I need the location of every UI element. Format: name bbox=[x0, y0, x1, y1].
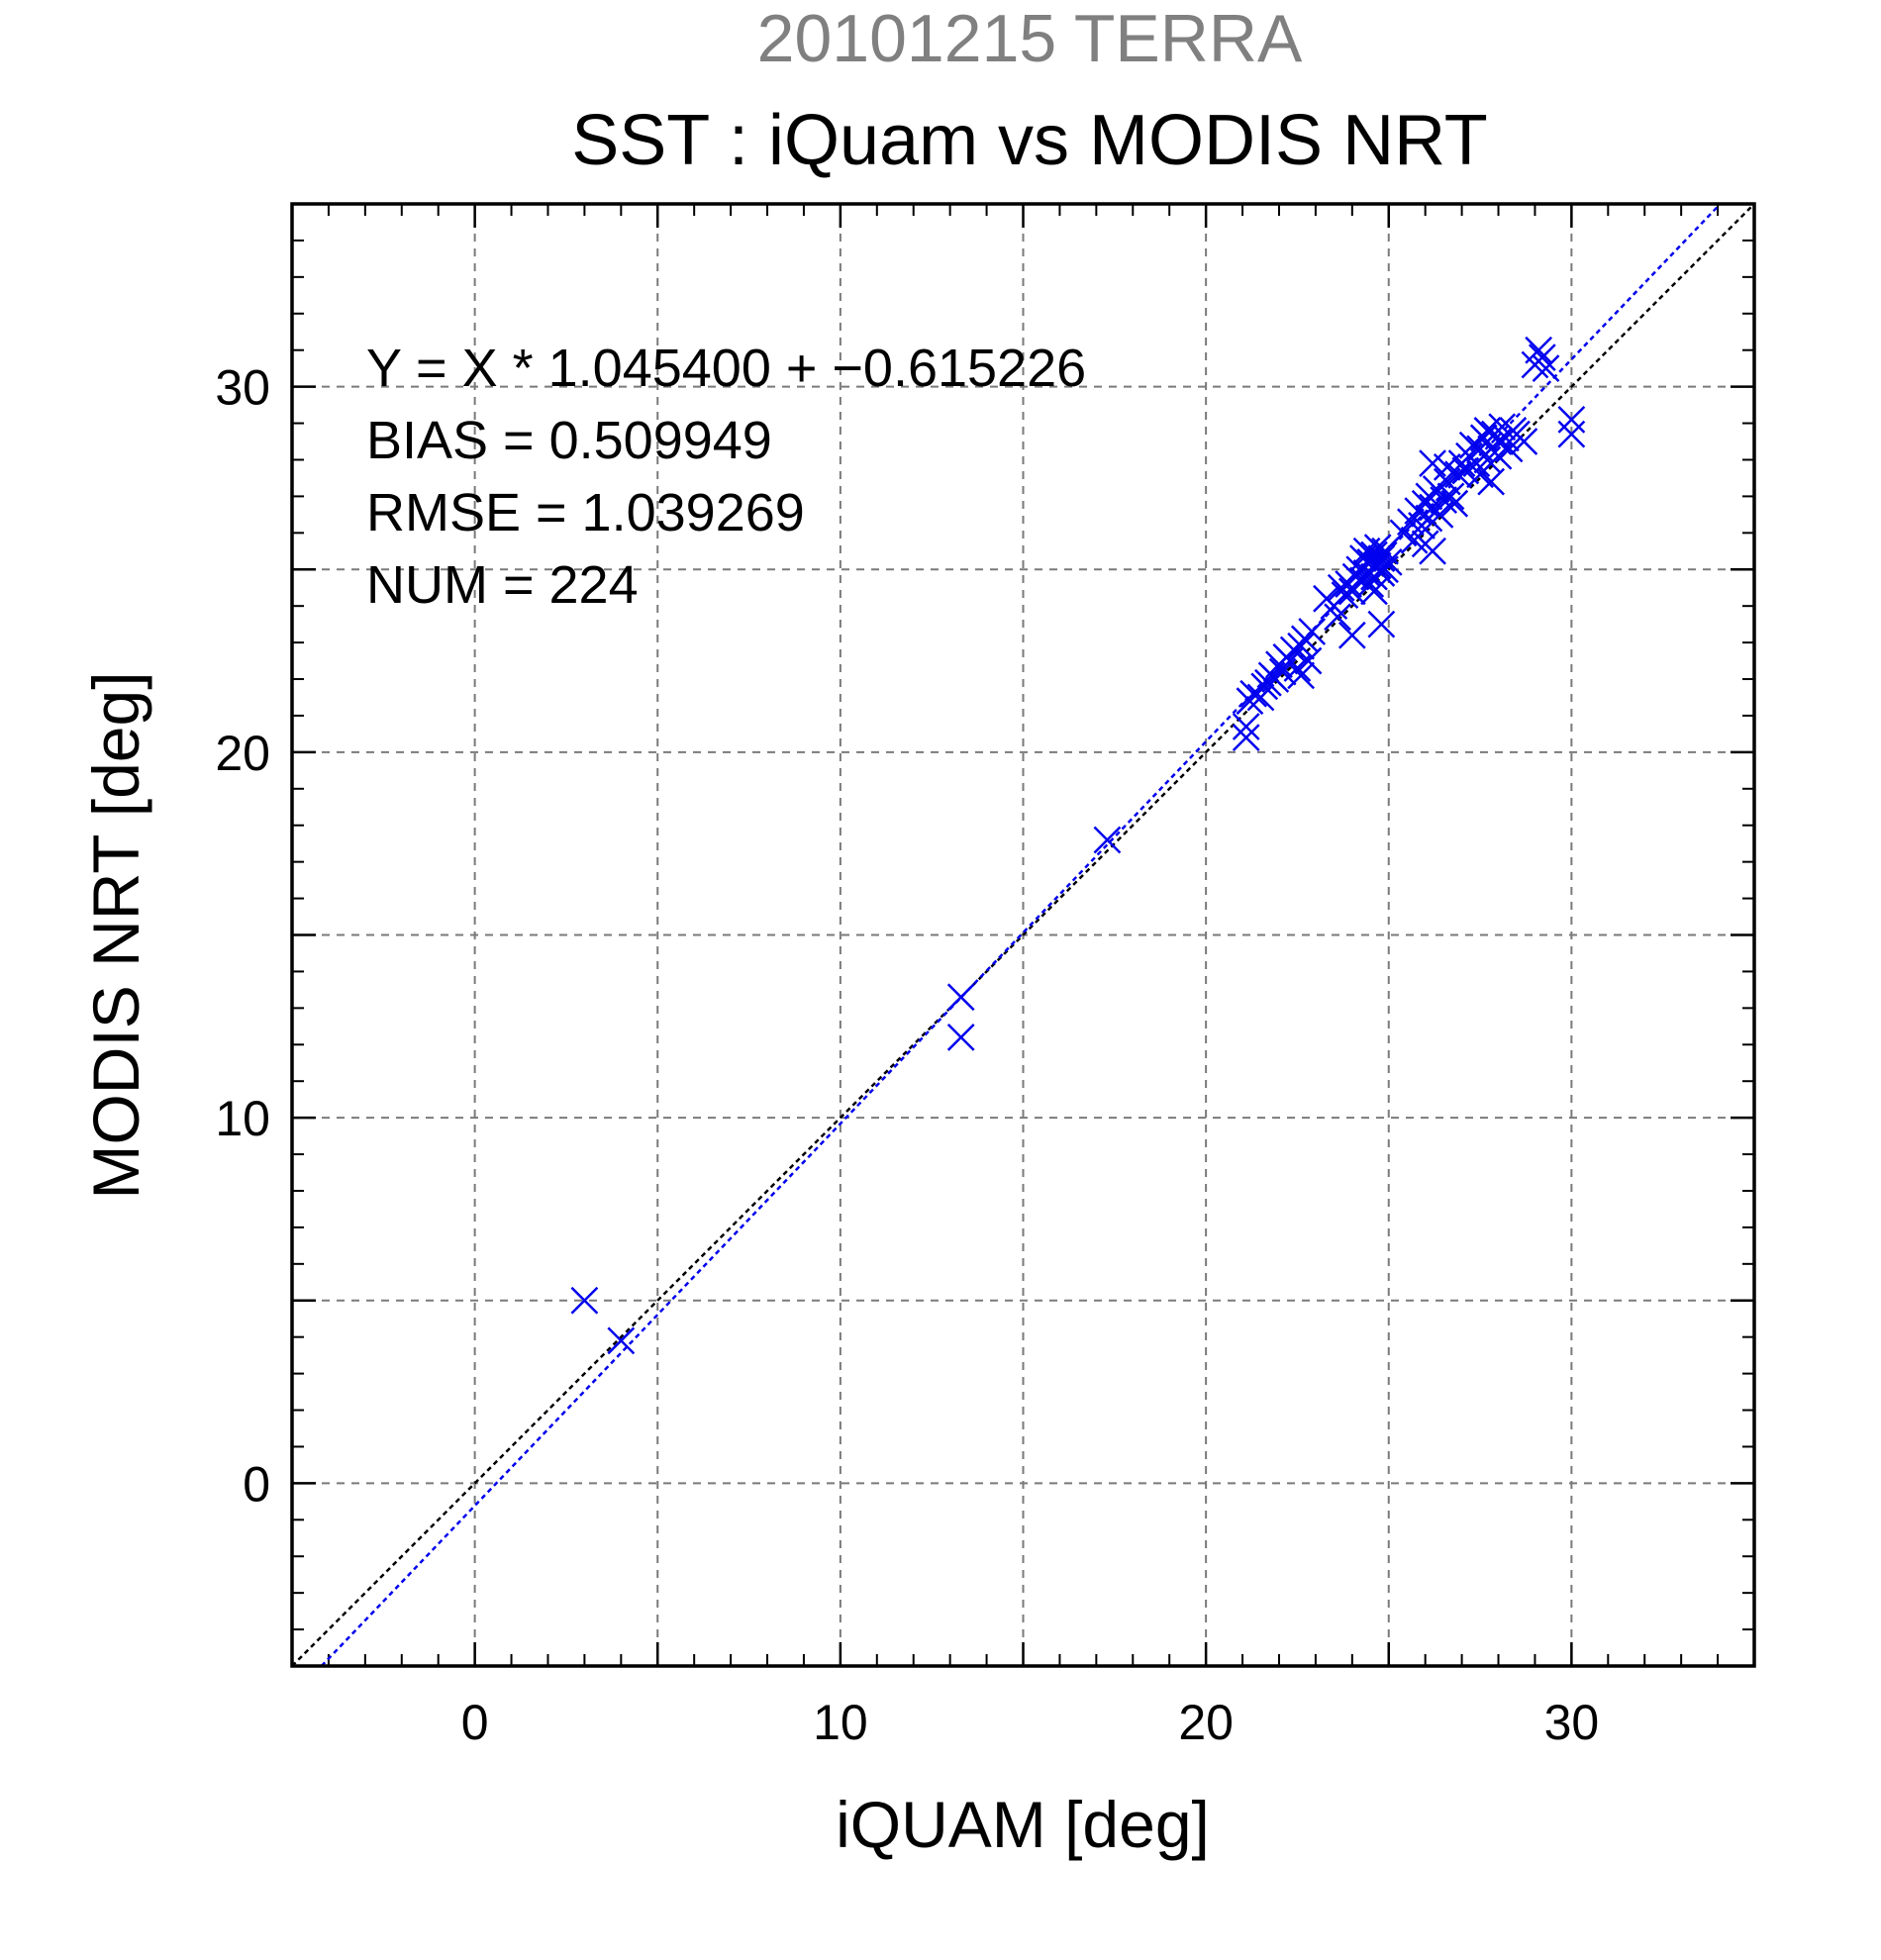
x-axis-label: iQUAM [deg] bbox=[836, 1788, 1210, 1861]
data-point bbox=[1430, 486, 1458, 514]
data-point bbox=[1360, 577, 1388, 606]
x-tick-label: 30 bbox=[1544, 1695, 1600, 1750]
x-tick-label: 10 bbox=[813, 1695, 868, 1750]
data-point bbox=[1367, 544, 1396, 573]
chart-subtitle: 20101215 TERRA bbox=[757, 1, 1303, 76]
grid-lines bbox=[292, 204, 1754, 1666]
bias-value: BIAS = 0.509949 bbox=[366, 411, 772, 470]
data-point bbox=[1488, 413, 1517, 441]
data-point bbox=[1528, 343, 1556, 371]
regression-equation: Y = X * 1.045400 + −0.615226 bbox=[366, 339, 1086, 398]
data-point bbox=[1557, 405, 1586, 434]
data-point bbox=[1557, 420, 1586, 448]
chart-title: SST : iQuam vs MODIS NRT bbox=[571, 101, 1488, 180]
y-tick-label: 30 bbox=[215, 360, 270, 416]
data-point bbox=[570, 1286, 599, 1315]
data-point bbox=[1093, 826, 1122, 854]
data-point bbox=[1367, 610, 1396, 638]
data-point bbox=[1337, 621, 1366, 649]
stats-annotations: Y = X * 1.045400 + −0.615226 BIAS = 0.50… bbox=[366, 339, 1086, 615]
rmse-value: RMSE = 1.039269 bbox=[366, 483, 805, 542]
y-axis-label: MODIS NRT [deg] bbox=[79, 671, 152, 1199]
data-point bbox=[1363, 534, 1392, 561]
data-point bbox=[1510, 428, 1538, 455]
plot-frame bbox=[290, 202, 1756, 1668]
data-point bbox=[1495, 435, 1524, 463]
data-point bbox=[1436, 482, 1465, 511]
y-tick-labels: 0 10 20 30 bbox=[215, 360, 270, 1513]
y-tick-label: 20 bbox=[215, 726, 270, 781]
data-point bbox=[607, 1326, 636, 1355]
data-point bbox=[946, 1024, 975, 1051]
data-point bbox=[1324, 603, 1351, 632]
sample-count: NUM = 224 bbox=[366, 555, 639, 615]
data-point bbox=[1283, 654, 1312, 682]
minor-ticks bbox=[292, 204, 1754, 1666]
data-point bbox=[1287, 661, 1316, 690]
data-point bbox=[1232, 724, 1260, 751]
data-point bbox=[1246, 683, 1275, 712]
data-point bbox=[1298, 618, 1327, 645]
x-tick-label: 20 bbox=[1178, 1695, 1234, 1750]
data-point bbox=[1254, 668, 1282, 697]
data-point bbox=[946, 983, 975, 1012]
y-tick-label: 0 bbox=[243, 1456, 270, 1512]
x-tick-labels: 0 10 20 30 bbox=[461, 1695, 1599, 1750]
major-ticks bbox=[292, 204, 1754, 1666]
data-point bbox=[1374, 547, 1403, 576]
data-point bbox=[1440, 489, 1469, 518]
fit-line bbox=[320, 203, 1722, 1667]
data-point bbox=[1360, 540, 1388, 569]
x-tick-label: 0 bbox=[461, 1695, 489, 1750]
data-point bbox=[1400, 526, 1429, 554]
data-point bbox=[1331, 581, 1359, 609]
data-point bbox=[1415, 504, 1443, 533]
data-point bbox=[1419, 537, 1446, 565]
data-point bbox=[1532, 354, 1560, 383]
data-point bbox=[1525, 336, 1553, 364]
y-tick-label: 10 bbox=[215, 1091, 270, 1146]
data-point bbox=[1477, 467, 1506, 496]
data-point bbox=[1232, 713, 1260, 740]
data-points bbox=[570, 336, 1586, 1355]
